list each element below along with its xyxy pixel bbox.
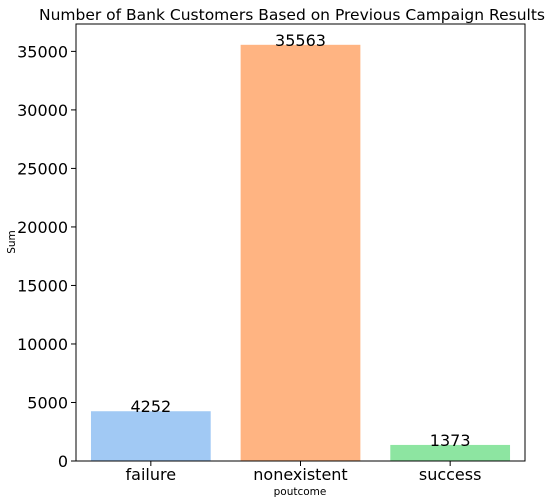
chart-title: Number of Bank Customers Based on Previo… <box>39 6 545 24</box>
x-axis-label: poutcome <box>274 486 327 498</box>
data-labels-group: 4252 35563 1373 <box>130 31 470 450</box>
x-tick-label-success: success <box>419 465 482 484</box>
data-label-failure: 4252 <box>130 397 171 416</box>
y-tick-label: 0 <box>58 452 68 471</box>
y-axis: 0 5000 10000 15000 20000 25000 30000 35000 <box>17 42 76 471</box>
y-tick-label: 25000 <box>17 159 68 178</box>
y-tick-label: 10000 <box>17 335 68 354</box>
y-tick-label: 15000 <box>17 276 68 295</box>
y-tick-label: 30000 <box>17 101 68 120</box>
bar-success <box>390 444 511 461</box>
bar-nonexistent <box>240 44 361 462</box>
y-axis-label: Sum <box>6 230 18 254</box>
y-tick-label: 35000 <box>17 42 68 61</box>
data-label-success: 1373 <box>430 431 471 450</box>
x-tick-label-nonexistent: nonexistent <box>253 465 347 484</box>
bar-failure <box>90 411 211 461</box>
y-tick-label: 20000 <box>17 218 68 237</box>
plot-frame <box>75 23 526 462</box>
y-tick-label: 5000 <box>27 393 68 412</box>
bars-group <box>90 44 511 462</box>
x-tick-label-failure: failure <box>126 465 177 484</box>
data-label-nonexistent: 35563 <box>275 31 326 50</box>
x-axis: failure nonexistent success <box>126 461 482 484</box>
